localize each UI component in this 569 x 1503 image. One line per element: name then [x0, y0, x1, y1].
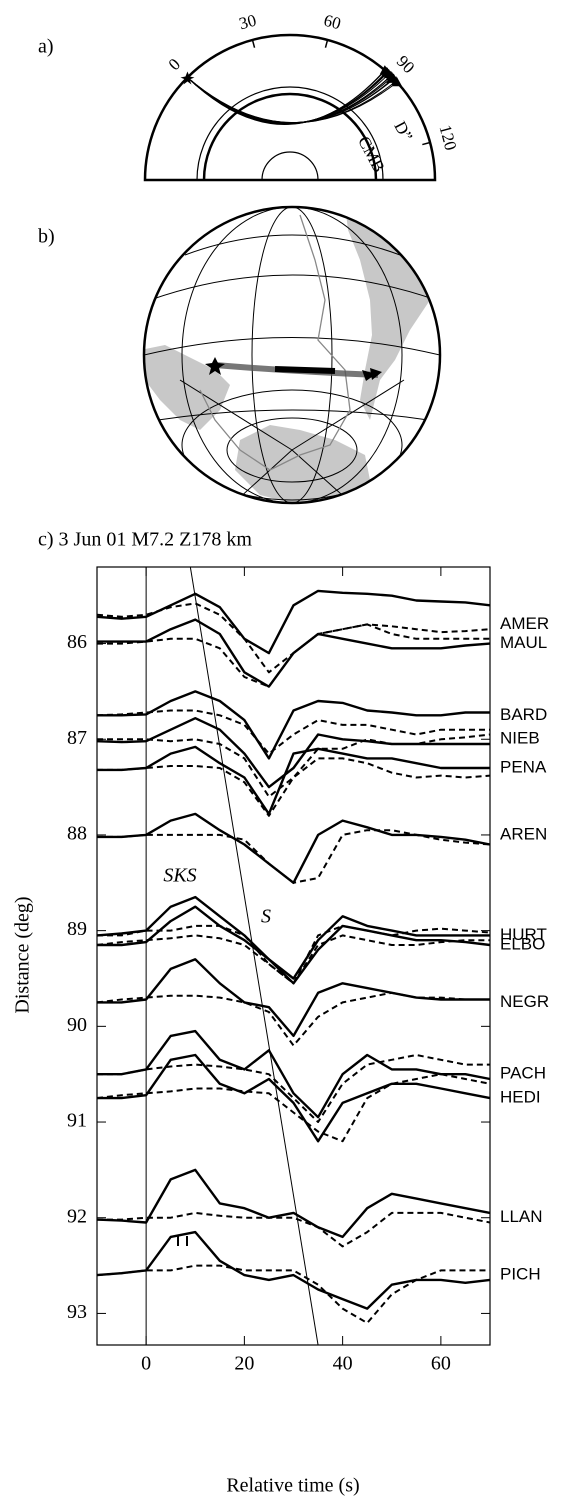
data-trace [97, 1053, 491, 1143]
synthetic-trace [97, 829, 491, 884]
synthetic-trace [97, 623, 490, 688]
angle-label: 90 [393, 52, 418, 77]
synthetic-trace [96, 934, 490, 985]
x-tick-label: 40 [333, 1353, 353, 1375]
inner-core [261, 151, 319, 181]
y-tick-label: 86 [67, 631, 87, 653]
angle-tick [324, 39, 329, 48]
data-trace [96, 717, 490, 789]
synthetic-trace [96, 991, 490, 1047]
data-trace [97, 618, 491, 688]
angle-tick [251, 39, 256, 48]
phase-label: S [261, 906, 271, 928]
y-tick-label: 88 [67, 823, 87, 845]
station-label: PICH [500, 1265, 541, 1284]
ray [187, 77, 398, 124]
synthetic-trace [97, 733, 491, 798]
station-label: LLAN [500, 1207, 543, 1226]
synthetic-trace [97, 924, 491, 985]
cmb-label: CMB [354, 133, 389, 175]
receiver [392, 77, 403, 87]
data-trace [97, 745, 490, 816]
ray-diagram [143, 33, 437, 182]
station-label: HURT [500, 925, 547, 944]
pick-marks [177, 1236, 188, 1246]
plot-frame [96, 566, 491, 1346]
d-label: D” [390, 118, 416, 144]
data-trace [96, 895, 490, 980]
synthetic-trace [96, 709, 490, 755]
station-label: HEDI [500, 1088, 541, 1107]
station-label: NIEB [500, 729, 540, 748]
angle-tick [422, 141, 431, 146]
synthetic-trace [96, 1073, 491, 1143]
x-tick-label: 60 [431, 1353, 451, 1375]
chart-title: c) 3 Jun 01 M7.2 Z178 km [38, 529, 252, 551]
synthetic-trace [97, 1211, 491, 1248]
station-label: BARD [500, 705, 547, 724]
data-trace [97, 690, 490, 760]
y-tick-label: 93 [67, 1301, 87, 1323]
ray [187, 70, 386, 125]
station-label: MAUL [500, 633, 547, 652]
station-label: AREN [500, 824, 547, 843]
angle-label: 30 [237, 11, 258, 34]
station-label: ELBO [500, 934, 545, 953]
y-tick-label: 90 [67, 1014, 87, 1036]
x-tick-label: 0 [141, 1353, 151, 1375]
y-axis-label: Distance (deg) [12, 896, 34, 1013]
data-trace [97, 958, 490, 1038]
data-trace [97, 1029, 491, 1119]
y-tick-label: 91 [67, 1110, 87, 1132]
synthetic-trace [96, 1264, 490, 1324]
data-trace [96, 1168, 491, 1239]
angle-label: 60 [322, 11, 343, 34]
earth-half [143, 33, 437, 182]
data-trace [97, 812, 491, 884]
y-tick-label: 92 [67, 1205, 87, 1227]
station-label: AMER [500, 614, 549, 633]
phase-label: SKS [163, 865, 196, 887]
x-axis-label: Relative time (s) [226, 1475, 359, 1497]
panel-label: a) [38, 36, 54, 58]
ray [187, 73, 390, 124]
cmb [202, 92, 378, 181]
station-label: NEGR [500, 992, 549, 1011]
data-trace [96, 589, 491, 655]
station-label: PACH [500, 1064, 546, 1083]
synthetic-trace [97, 757, 491, 817]
y-tick-label: 89 [67, 918, 87, 940]
ray [187, 69, 386, 125]
y-tick-label: 87 [67, 727, 87, 749]
angle-label: 0 [165, 55, 184, 74]
station-label: PENA [500, 757, 547, 776]
data-trace [97, 905, 491, 985]
s-moveout-line [189, 566, 319, 1346]
x-tick-label: 20 [234, 1353, 254, 1375]
ray [187, 71, 387, 125]
data-trace [96, 1230, 491, 1310]
d-layer [196, 86, 384, 181]
globe-outline [142, 205, 442, 505]
angle-label: 120 [436, 123, 461, 153]
panel-label: b) [38, 226, 55, 248]
